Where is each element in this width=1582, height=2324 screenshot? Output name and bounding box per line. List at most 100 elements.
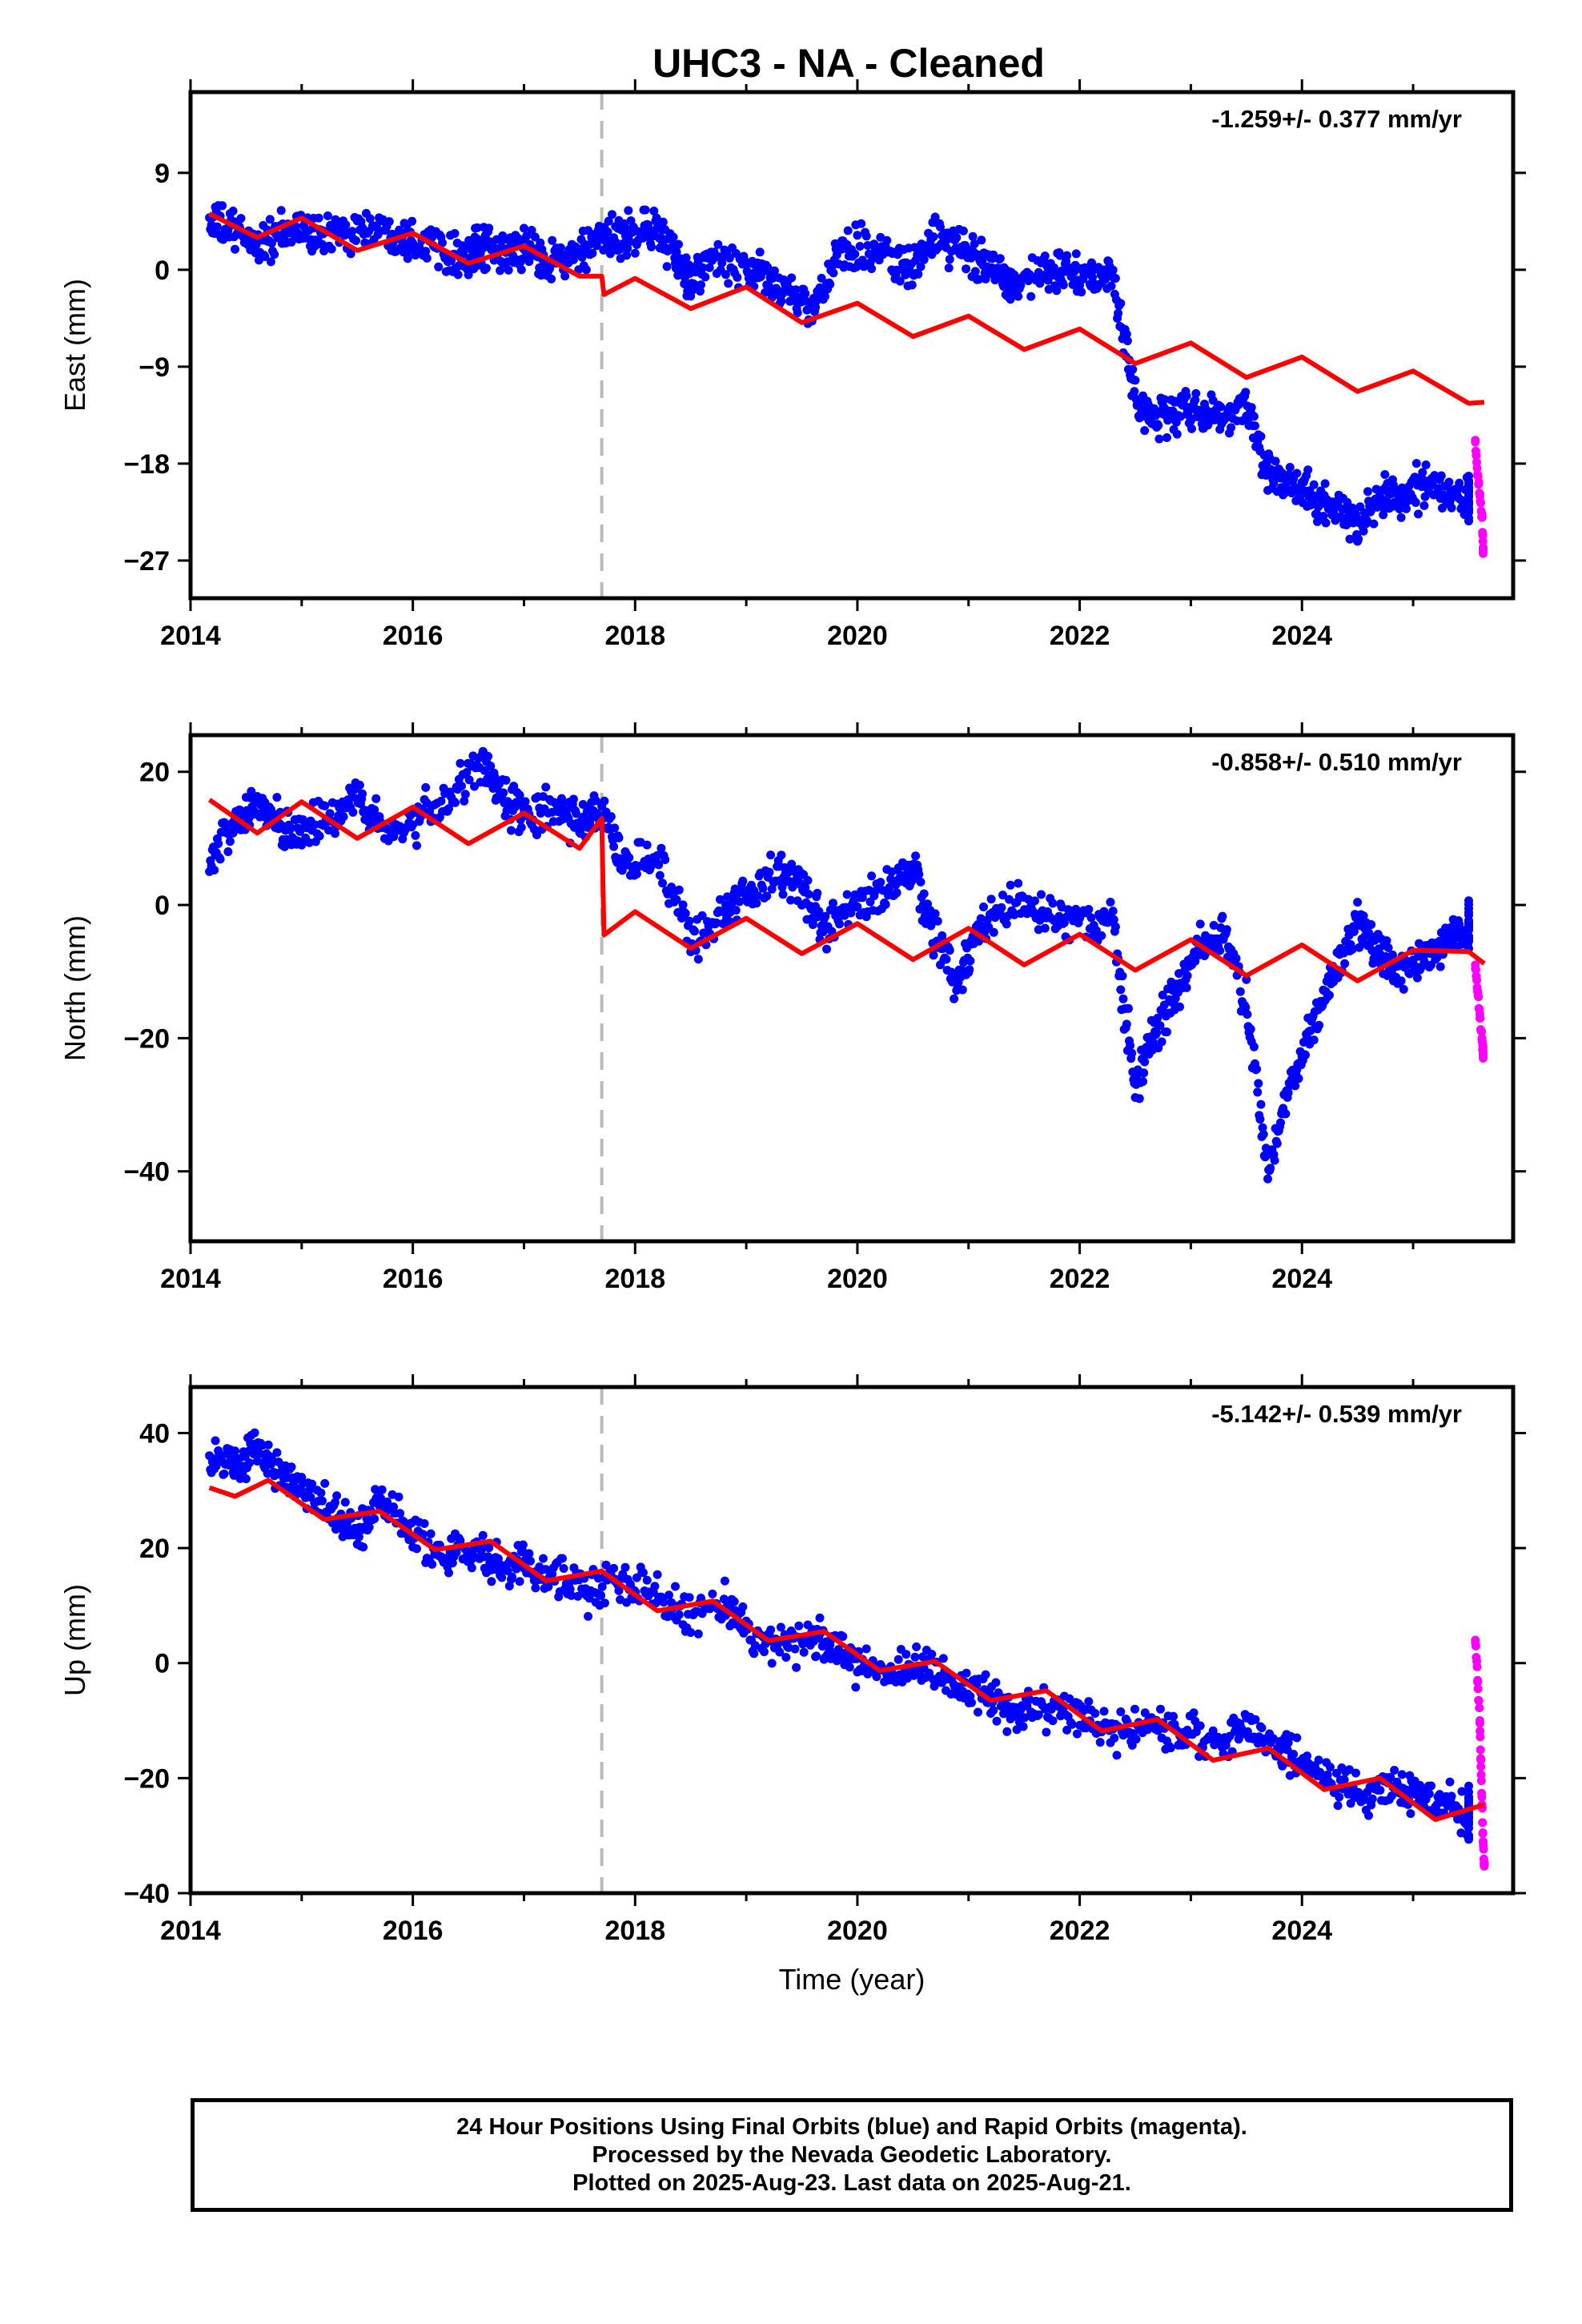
final-orbit-point: [1309, 480, 1319, 489]
final-orbit-point: [735, 897, 745, 907]
rapid-orbit-points: [1471, 1635, 1489, 1871]
final-orbit-point: [812, 1651, 821, 1661]
final-orbit-point: [1257, 1723, 1267, 1733]
final-orbit-point: [698, 263, 708, 272]
final-orbit-point: [965, 965, 974, 975]
final-orbit-point: [829, 268, 838, 278]
final-orbit-point: [444, 804, 453, 814]
final-orbit-point: [267, 239, 276, 248]
rapid-orbit-point: [1471, 1635, 1480, 1645]
final-orbit-point: [451, 798, 460, 807]
final-orbit-point: [1155, 1021, 1165, 1031]
final-orbit-point: [766, 850, 776, 860]
final-orbit-point: [901, 1650, 911, 1659]
final-orbit-point: [530, 232, 540, 242]
final-orbit-point: [620, 1562, 630, 1572]
final-orbit-point: [1026, 292, 1036, 301]
final-orbit-point: [1351, 1768, 1360, 1778]
plot-frame: [188, 90, 1516, 601]
final-orbit-point: [411, 830, 420, 840]
rapid-orbit-point: [1477, 1792, 1487, 1802]
final-orbit-point: [376, 1494, 386, 1503]
y-tick-label: 9: [155, 159, 170, 189]
final-orbit-point: [1195, 1721, 1205, 1731]
final-orbit-point: [1084, 905, 1094, 914]
final-orbit-point: [1109, 915, 1118, 924]
final-orbit-point: [588, 248, 597, 258]
final-orbit-point: [738, 1602, 748, 1611]
model-fit-line: [208, 1478, 1485, 1823]
final-orbit-points: [205, 201, 1473, 546]
final-orbit-point: [1278, 468, 1287, 478]
final-orbit-point: [1375, 1786, 1385, 1795]
final-orbit-point: [1231, 954, 1241, 963]
final-orbit-point: [1159, 395, 1169, 404]
final-orbit-point: [1072, 1729, 1082, 1739]
final-orbit-point: [532, 830, 541, 839]
final-orbit-point: [513, 234, 523, 243]
final-orbit-point: [1411, 459, 1421, 468]
final-orbit-point: [893, 1655, 903, 1664]
final-orbit-point: [930, 909, 940, 919]
rapid-orbit-point: [1479, 1836, 1488, 1846]
final-orbit-point: [508, 1572, 516, 1582]
final-orbit-point: [1030, 896, 1039, 906]
final-orbit-point: [460, 796, 469, 806]
final-orbit-point: [1116, 985, 1126, 995]
final-orbit-point: [1048, 899, 1058, 908]
final-orbit-point: [945, 255, 954, 264]
final-orbit-point: [1130, 376, 1140, 385]
final-orbit-point: [842, 890, 852, 899]
final-orbit-point: [452, 1548, 461, 1558]
final-orbit-point: [962, 1668, 971, 1678]
final-orbit-point: [1269, 1734, 1278, 1743]
final-orbit-point: [605, 249, 615, 259]
final-orbit-point: [1243, 1010, 1252, 1019]
final-orbit-point: [403, 254, 412, 263]
final-orbit-point: [944, 263, 954, 273]
final-orbit-point: [790, 1644, 800, 1654]
x-tick-label: 2024: [1271, 1264, 1332, 1294]
final-orbit-point: [522, 231, 532, 241]
final-orbit-point: [647, 242, 656, 251]
final-orbit-point: [1116, 299, 1126, 308]
final-orbit-point: [693, 955, 703, 964]
final-orbit-point: [640, 205, 650, 215]
final-orbit-point: [287, 1462, 296, 1472]
final-orbit-point: [1424, 1789, 1434, 1799]
final-orbit-point: [560, 271, 570, 281]
x-tick-label: 2022: [1050, 1916, 1110, 1946]
final-orbit-point: [1362, 516, 1371, 525]
final-orbit-point: [1387, 1791, 1396, 1800]
final-orbit-point: [497, 1573, 507, 1582]
final-orbit-point: [225, 837, 235, 846]
final-orbit-point: [1139, 1068, 1149, 1078]
final-orbit-point: [1269, 478, 1279, 488]
final-orbit-point: [331, 829, 339, 838]
final-orbit-point: [459, 249, 468, 259]
final-orbit-point: [1054, 911, 1064, 921]
final-orbit-point: [1340, 959, 1350, 968]
final-orbit-point: [1419, 501, 1429, 510]
rapid-orbit-point: [1474, 477, 1484, 487]
rapid-orbit-point: [1476, 498, 1485, 508]
final-orbit-point: [838, 1632, 848, 1641]
final-orbit-point: [1090, 1709, 1100, 1718]
final-orbit-point: [1281, 1109, 1291, 1119]
footer-line-dates: Plotted on 2025-Aug-23. Last data on 202…: [572, 2169, 1131, 2196]
final-orbit-point: [1108, 265, 1118, 275]
final-orbit-point: [287, 237, 296, 247]
final-orbit-point: [1110, 1733, 1119, 1743]
final-orbit-point: [1195, 919, 1205, 929]
final-orbit-point: [1326, 1763, 1335, 1772]
y-axis-label: East (mm): [58, 279, 91, 412]
final-orbit-point: [1464, 476, 1473, 485]
final-orbit-point: [370, 1514, 379, 1523]
final-orbit-point: [1270, 1156, 1279, 1165]
final-orbit-point: [581, 265, 591, 275]
final-orbit-point: [1353, 898, 1363, 907]
final-orbit-point: [559, 1564, 568, 1573]
final-orbit-point: [604, 216, 613, 226]
final-orbit-point: [749, 1649, 759, 1659]
final-orbit-point: [1266, 1164, 1275, 1173]
